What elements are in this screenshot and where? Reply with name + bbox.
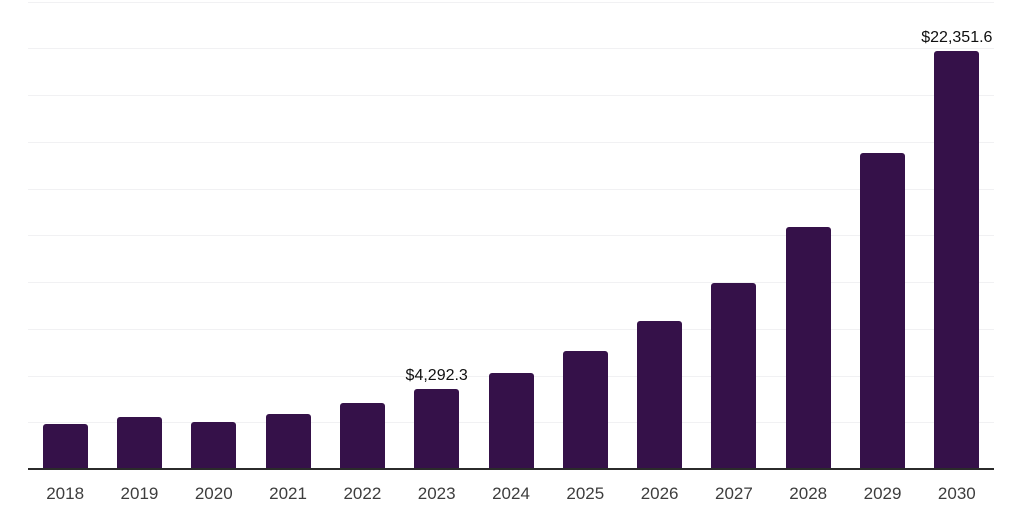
gridline-25000 [28,1,994,3]
bar-2018 [42,424,88,469]
bar-2025 [562,351,608,469]
gridline-20000 [28,95,994,96]
x-tick-label-2023: 2023 [417,484,456,503]
x-tick-label-2025: 2025 [566,484,605,503]
x-tick-label-2019: 2019 [120,484,159,503]
bar-2019 [116,417,162,469]
x-tick-label-2024: 2024 [492,484,530,503]
x-tick-label-2029: 2029 [863,484,902,503]
data-label-2023: $4,292.3 [405,366,468,384]
bar-2030 [934,51,980,469]
gridline-7500 [28,328,994,330]
bar-2024 [488,373,534,469]
x-tick-label-2018: 2018 [46,484,85,503]
x-tick-label-2020: 2020 [194,484,233,503]
gridline-15000 [28,188,994,190]
bar-2022 [339,402,385,469]
bar-2021 [265,414,311,469]
x-tick-label-2026: 2026 [640,484,679,503]
x-axis-line [28,468,994,470]
bar-2023 [414,388,460,469]
gridline-12500 [28,235,994,237]
x-tick-label-2021: 2021 [269,484,307,503]
x-tick-label-2027: 2027 [715,484,753,503]
gridline-22500 [28,48,994,50]
bar-2027 [711,283,757,469]
bar-2028 [785,227,831,469]
x-tick-label-2022: 2022 [343,484,382,503]
gridline-10000 [28,282,994,283]
bar-2029 [860,153,906,469]
bar-2026 [637,321,683,469]
bar-2020 [191,422,237,469]
data-label-2030: $22,351.6 [921,29,993,47]
x-tick-label-2028: 2028 [789,484,828,503]
gridline-17500 [28,141,994,143]
x-tick-label-2030: 2030 [937,484,976,503]
